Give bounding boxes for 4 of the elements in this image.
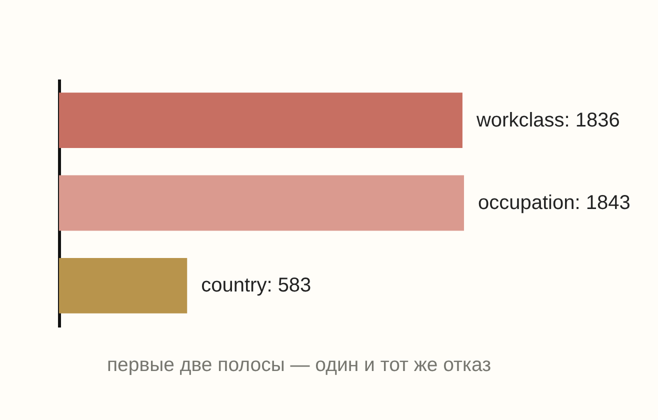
- text: первые две полосы — один и тот же отказ: [106, 354, 492, 376]
- data-label: country: 583: [201, 274, 312, 297]
- data-label: workclass: 1836: [475, 109, 620, 132]
- data-label: occupation: 1843: [478, 192, 630, 214]
